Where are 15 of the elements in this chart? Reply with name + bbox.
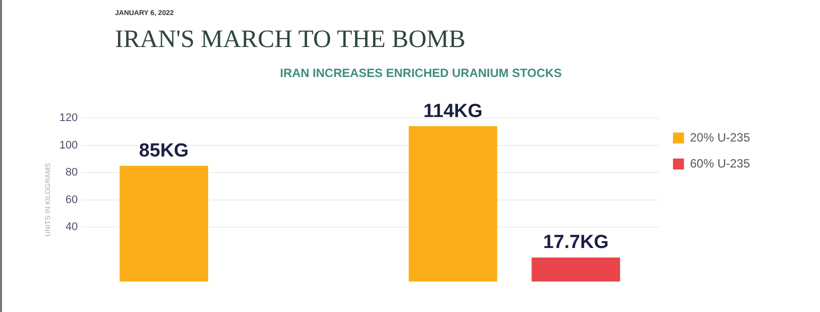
data-label: 114KG [423, 100, 483, 122]
bar [408, 126, 498, 282]
data-label: 85KG [139, 140, 189, 162]
data-label: 17.7KG [543, 232, 609, 254]
chart-subtitle: IRAN INCREASES ENRICHED URANIUM STOCKS [280, 66, 562, 80]
legend-label: 60% U-235 [690, 156, 750, 170]
y-tick-label: 60 [66, 194, 78, 206]
legend-label: 20% U-235 [690, 130, 750, 144]
bar [120, 166, 208, 282]
bar [532, 257, 620, 282]
y-tick-label: 80 [66, 166, 78, 179]
y-tick-label: 120 [59, 112, 78, 124]
y-tick-label: 40 [66, 221, 78, 234]
chart-title: IRAN'S MARCH TO THE BOMB [115, 26, 466, 54]
y-tick-label: 100 [59, 139, 78, 152]
